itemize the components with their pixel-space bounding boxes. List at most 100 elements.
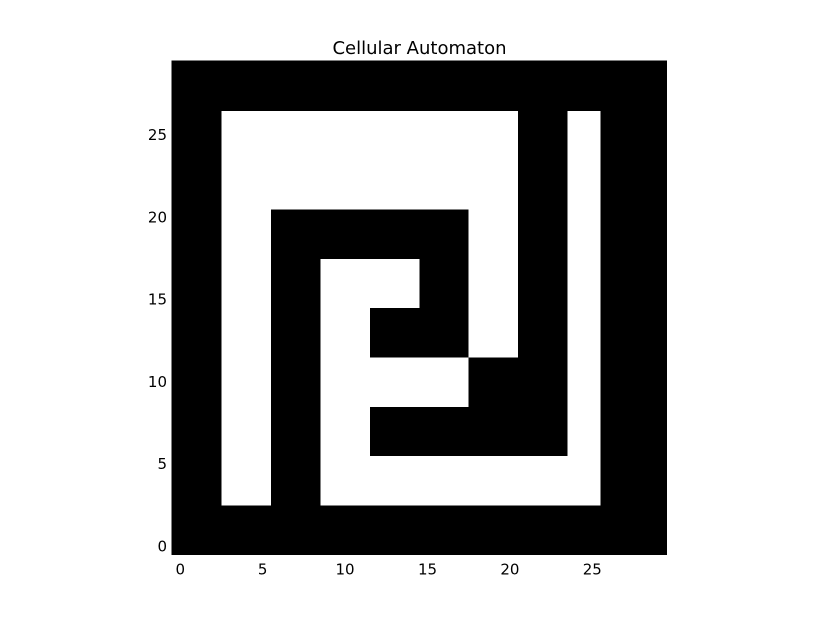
heatmap-cell: [320, 274, 338, 292]
heatmap-cell: [650, 324, 667, 342]
heatmap-cell: [468, 373, 486, 391]
heatmap-cell: [518, 126, 536, 144]
heatmap-cell: [353, 307, 371, 325]
heatmap-cell: [386, 77, 404, 95]
heatmap-cell: [551, 77, 568, 95]
heatmap-cell: [336, 291, 354, 309]
heatmap-cell: [402, 422, 420, 440]
heatmap-cell: [600, 422, 618, 440]
heatmap-cell: [402, 258, 420, 276]
heatmap-cell: [369, 258, 387, 276]
heatmap-cell: [584, 505, 601, 522]
heatmap-cell: [369, 61, 387, 78]
heatmap-cell: [617, 159, 634, 177]
heatmap-cell: [254, 488, 272, 506]
heatmap-cell: [419, 291, 437, 309]
heatmap-cell: [419, 241, 437, 259]
heatmap-cell: [584, 324, 601, 342]
heatmap-cell: [221, 307, 239, 325]
heatmap-cell: [254, 422, 272, 440]
heatmap-cell: [435, 143, 453, 161]
heatmap-cell: [172, 307, 189, 325]
heatmap-cell: [336, 406, 354, 424]
heatmap-cell: [419, 159, 437, 177]
heatmap-cell: [369, 422, 387, 440]
heatmap-cell: [320, 258, 338, 276]
heatmap-cell: [386, 126, 404, 144]
heatmap-cell: [567, 110, 585, 128]
heatmap-cell: [270, 472, 288, 490]
heatmap-cell: [188, 159, 206, 177]
heatmap-cell: [501, 126, 519, 144]
heatmap-cell: [369, 225, 387, 243]
heatmap-cell: [188, 176, 206, 193]
heatmap-cell: [287, 126, 305, 144]
heatmap-cell: [567, 521, 585, 539]
heatmap-cell: [237, 291, 255, 309]
heatmap-cell: [270, 505, 288, 522]
heatmap-cell: [237, 61, 255, 78]
heatmap-cell: [270, 439, 288, 457]
heatmap-cell: [336, 143, 354, 161]
heatmap-cell: [402, 93, 420, 111]
heatmap-cell: [468, 209, 486, 226]
heatmap-cell: [336, 159, 354, 177]
heatmap-cell: [468, 77, 486, 95]
heatmap-cell: [534, 126, 552, 144]
heatmap-cell: [518, 192, 536, 210]
heatmap-cell: [172, 110, 189, 128]
heatmap-cell: [452, 110, 470, 128]
heatmap-cell: [567, 390, 585, 407]
heatmap-cell: [320, 340, 338, 358]
heatmap-cell: [617, 241, 634, 259]
heatmap-cell: [353, 373, 371, 391]
heatmap-cell: [369, 307, 387, 325]
heatmap-cell: [567, 422, 585, 440]
heatmap-cell: [221, 324, 239, 342]
heatmap-cell: [518, 274, 536, 292]
heatmap-cell: [534, 505, 552, 522]
heatmap-cell: [172, 373, 189, 391]
heatmap-cell: [617, 406, 634, 424]
heatmap-cell: [485, 258, 503, 276]
heatmap-cell: [172, 77, 189, 95]
heatmap-cell: [320, 61, 338, 78]
heatmap-cell: [567, 77, 585, 95]
heatmap-cell: [485, 110, 503, 128]
heatmap-cell: [485, 472, 503, 490]
heatmap-cell: [188, 373, 206, 391]
heatmap-cell: [270, 225, 288, 243]
heatmap-cell: [320, 225, 338, 243]
heatmap-cell: [254, 324, 272, 342]
heatmap-cell: [188, 241, 206, 259]
heatmap-cell: [320, 472, 338, 490]
heatmap-cell: [204, 340, 222, 358]
heatmap-cell: [172, 209, 189, 226]
heatmap-cell: [435, 538, 453, 555]
heatmap-cell: [485, 307, 503, 325]
heatmap-cell: [468, 406, 486, 424]
heatmap-cell: [221, 241, 239, 259]
heatmap-cell: [600, 159, 618, 177]
heatmap-cell: [287, 110, 305, 128]
heatmap-cell: [270, 324, 288, 342]
heatmap-cell: [254, 159, 272, 177]
heatmap-cell: [237, 307, 255, 325]
heatmap-cell: [270, 488, 288, 506]
heatmap-cell: [402, 192, 420, 210]
heatmap-cell: [172, 521, 189, 539]
heatmap-cell: [551, 258, 568, 276]
heatmap-cell: [650, 241, 667, 259]
heatmap-cell: [303, 472, 321, 490]
heatmap-cell: [254, 241, 272, 259]
heatmap-cell: [518, 472, 536, 490]
heatmap-cell: [501, 538, 519, 555]
heatmap-cell: [254, 258, 272, 276]
y-tick-label: 10: [148, 373, 167, 391]
heatmap-cell: [204, 143, 222, 161]
heatmap-cell: [534, 406, 552, 424]
heatmap-cell: [501, 274, 519, 292]
heatmap-cell: [435, 406, 453, 424]
heatmap-cell: [353, 455, 371, 473]
heatmap-cell: [600, 77, 618, 95]
